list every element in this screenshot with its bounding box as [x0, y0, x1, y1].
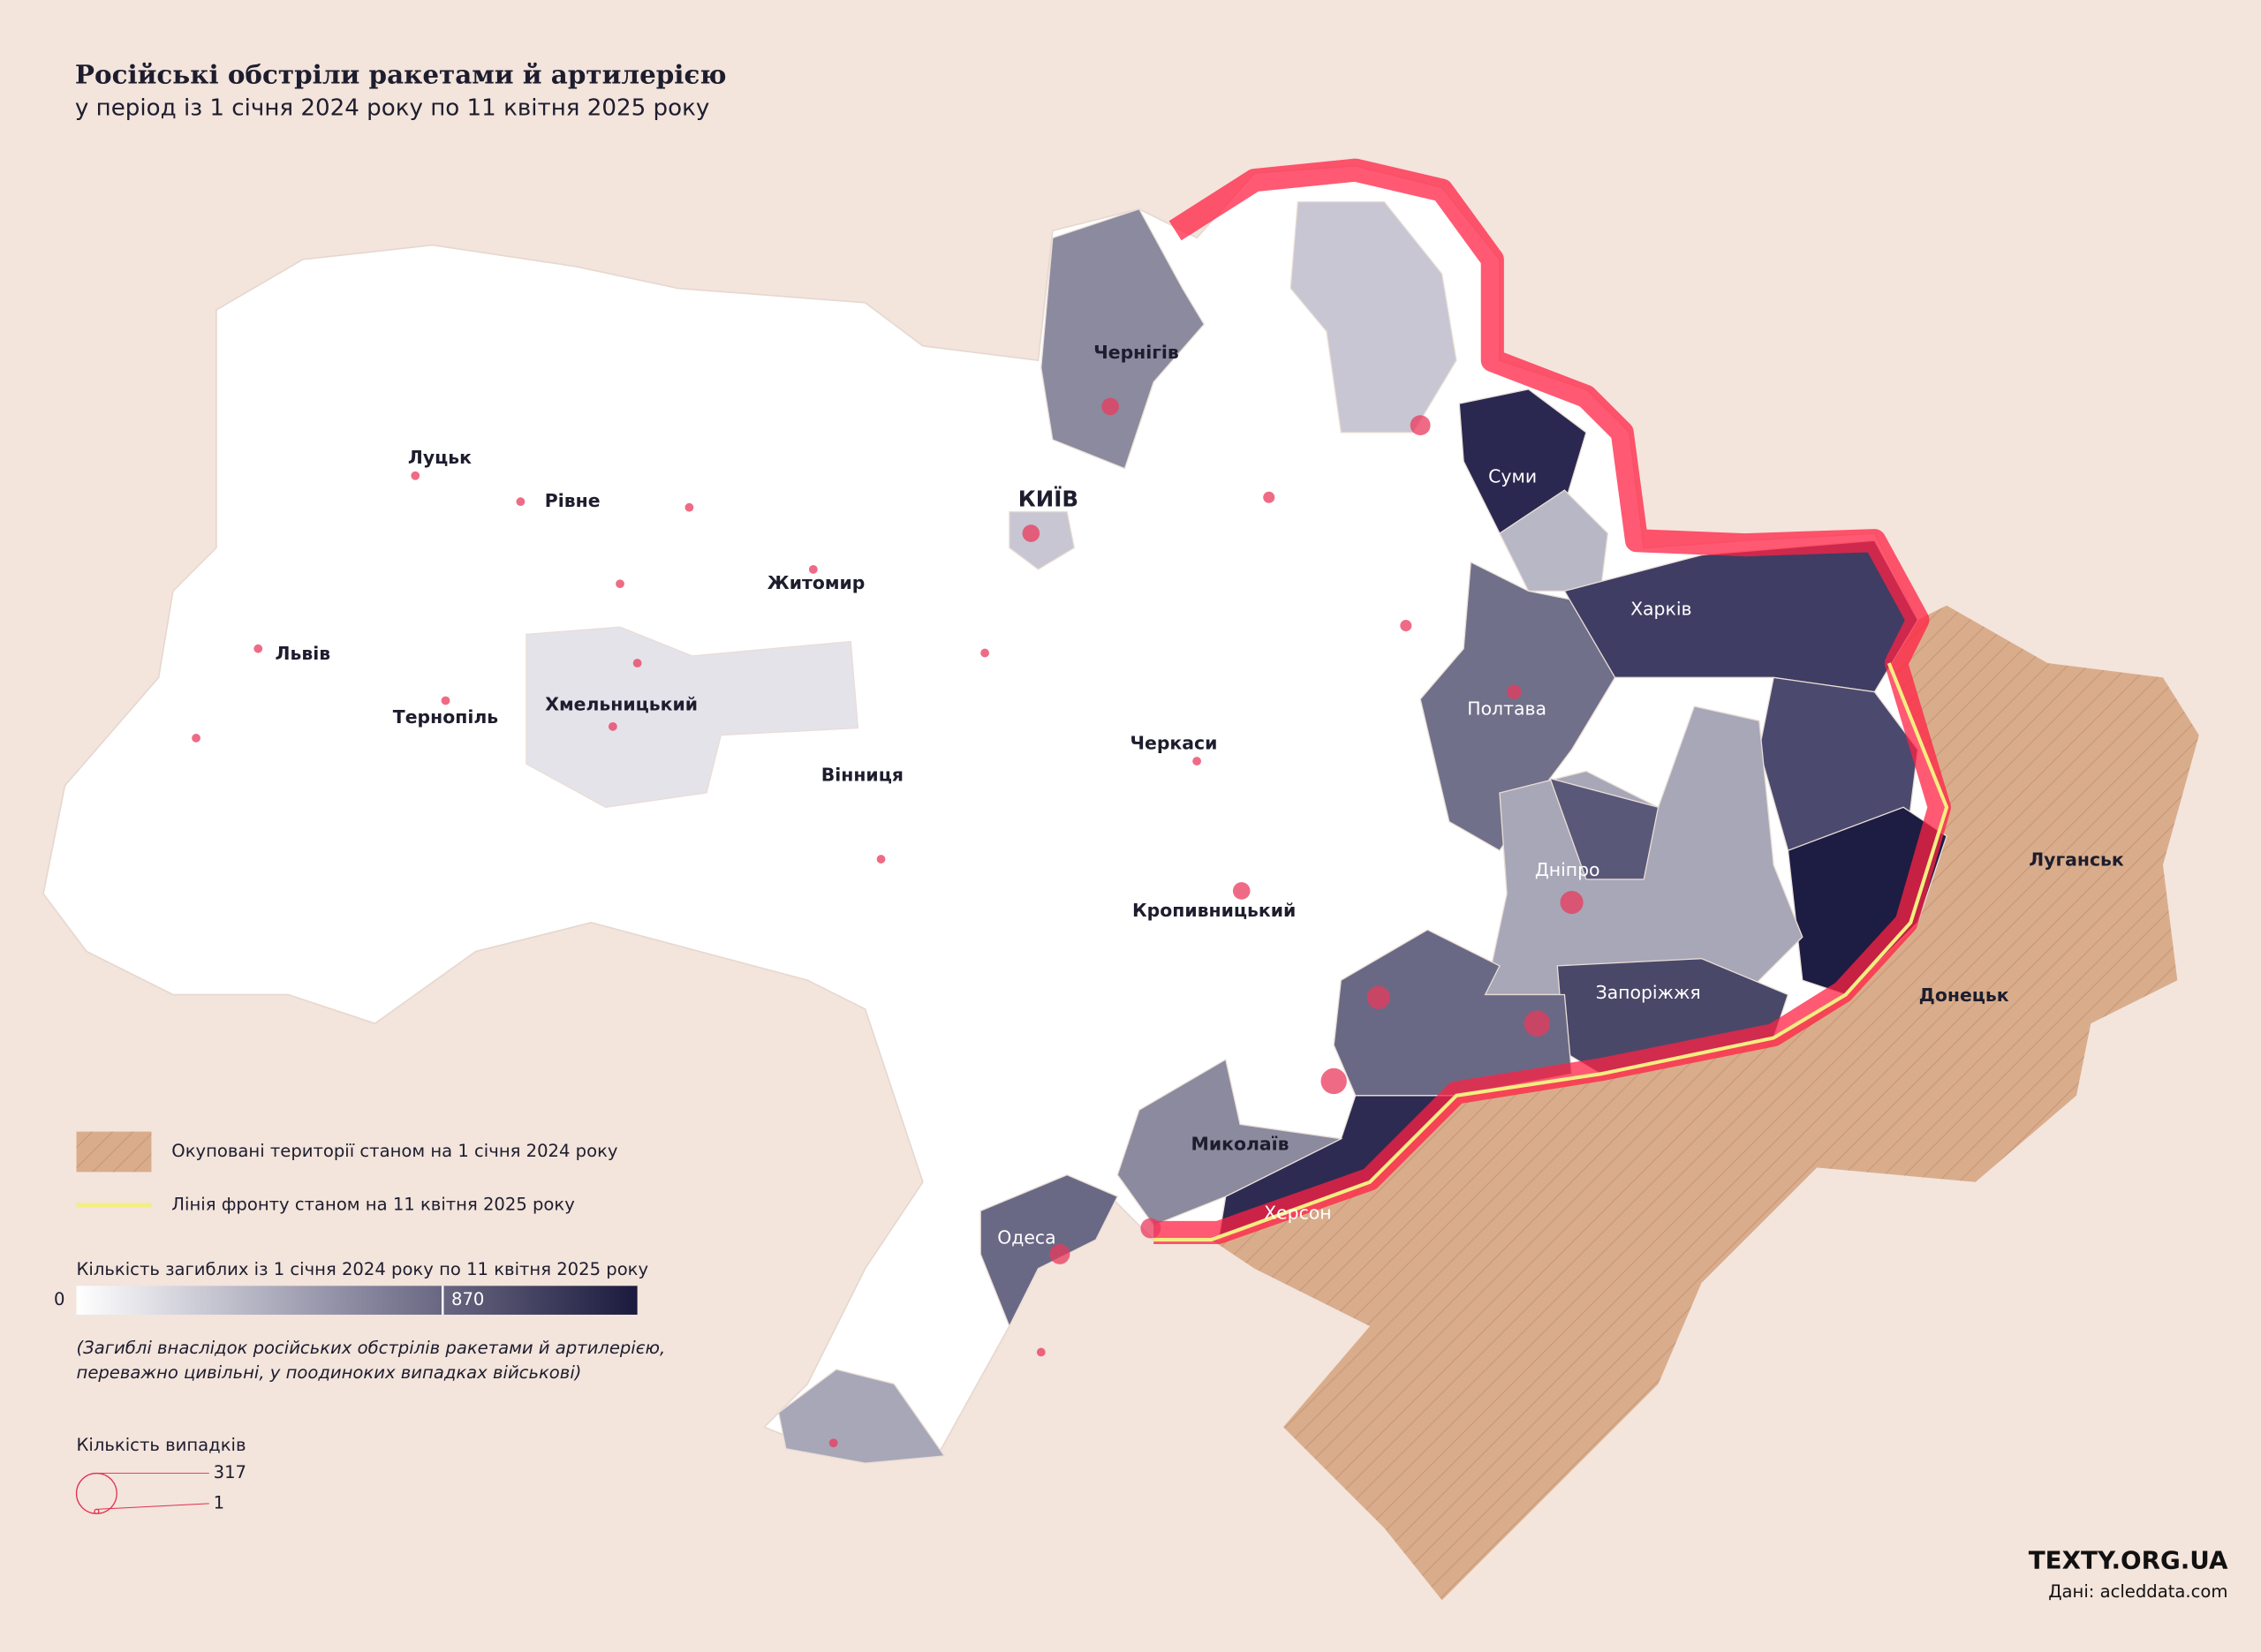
size-label: 317 [214, 1462, 246, 1482]
dot [1560, 890, 1584, 915]
region [1116, 1058, 1343, 1226]
dot [684, 502, 694, 512]
dot [1049, 1243, 1070, 1264]
city-label: Тернопіль [393, 706, 498, 728]
dot [1140, 1218, 1161, 1239]
legend-label: Лінія фронту станом на 11 квітня 2025 ро… [171, 1194, 575, 1214]
dot [516, 497, 526, 507]
source: Дані: acleddata.com [2048, 1581, 2227, 1602]
subtitle: у період із 1 січня 2024 року по 11 квіт… [75, 95, 709, 122]
dot [441, 696, 450, 705]
city-label: Кропивницький [1132, 900, 1296, 921]
dot [1524, 1010, 1551, 1037]
dot [411, 471, 420, 480]
size-legend: 317 1 [75, 1462, 246, 1514]
dot [1320, 1067, 1347, 1095]
city-label: Дніпро [1535, 859, 1600, 880]
dot [1101, 397, 1119, 416]
city-label: Хмельницький [545, 693, 698, 714]
legend-note: (Загиблі внаслідок російських обстрілів … [77, 1338, 666, 1358]
region [526, 626, 859, 808]
city-label: Чернігів [1093, 342, 1179, 363]
region [1333, 929, 1573, 1097]
dot [253, 644, 263, 653]
region [1009, 510, 1076, 570]
city-label: Луцьк [408, 447, 472, 468]
dot [616, 579, 624, 589]
dot [1232, 882, 1251, 900]
city-label: Одеса [997, 1226, 1055, 1248]
legend-title: Кількість загиблих із 1 січня 2024 року … [77, 1259, 649, 1279]
size-label: 1 [214, 1492, 224, 1512]
dot [1507, 684, 1522, 699]
city-label: Херсон [1264, 1203, 1331, 1224]
legend-note: переважно цивільні, у поодиноких випадка… [77, 1362, 582, 1383]
region [1040, 207, 1206, 470]
occupied-area [1211, 605, 2199, 1601]
city-label: Житомир [768, 572, 866, 593]
scale-label: 0 [54, 1289, 64, 1309]
dot [1263, 491, 1275, 503]
city-label: Черкаси [1130, 732, 1218, 753]
city-label: Миколаїв [1191, 1133, 1289, 1154]
city-label: КИЇВ [1018, 486, 1078, 512]
title: Російські обстріли ракетами й артилерією [75, 59, 727, 90]
dot [876, 855, 886, 864]
dot [1022, 524, 1040, 542]
region [777, 1369, 946, 1464]
dot [808, 564, 818, 574]
dot [1192, 757, 1201, 766]
dot [980, 648, 990, 658]
city-label: Луганськ [2029, 849, 2124, 871]
legend-title: Кількість випадків [77, 1435, 246, 1455]
region [1289, 200, 1457, 434]
brand: TEXTY.ORG.UA [2029, 1545, 2228, 1574]
dot [608, 721, 617, 731]
regions [526, 200, 1947, 1464]
front-line [1153, 662, 1949, 1242]
dot [1400, 620, 1412, 632]
dot [1410, 415, 1431, 436]
city-label: Вінниця [821, 764, 904, 785]
occupied-swatch [76, 1131, 152, 1173]
city-label: Полтава [1467, 698, 1546, 719]
city-label: Запоріжжя [1596, 982, 1701, 1003]
dot [632, 659, 642, 668]
attack-dots [192, 397, 1584, 1448]
region [1549, 777, 1660, 880]
dot [1366, 985, 1390, 1009]
city-label: Донецьк [1919, 984, 2009, 1006]
city-labels: Луцьк Рівне Житомир КИЇВ Чернігів Суми Х… [276, 342, 2124, 1248]
dot [192, 734, 200, 743]
dot [828, 1438, 838, 1448]
scale-label: 870 [451, 1289, 484, 1309]
color-scale [76, 1286, 638, 1315]
region [1499, 489, 1609, 592]
city-label: Харків [1630, 599, 1691, 620]
city-label: Львів [276, 643, 331, 664]
attack-zone [1153, 158, 1951, 1244]
dot [1036, 1347, 1046, 1357]
legend-label: Окуповані території станом на 1 січня 20… [171, 1141, 617, 1161]
size-leader [96, 1503, 209, 1510]
city-label: Рівне [545, 490, 601, 511]
legend: Окуповані території станом на 1 січня 20… [54, 1131, 666, 1514]
city-label: Суми [1488, 465, 1537, 487]
